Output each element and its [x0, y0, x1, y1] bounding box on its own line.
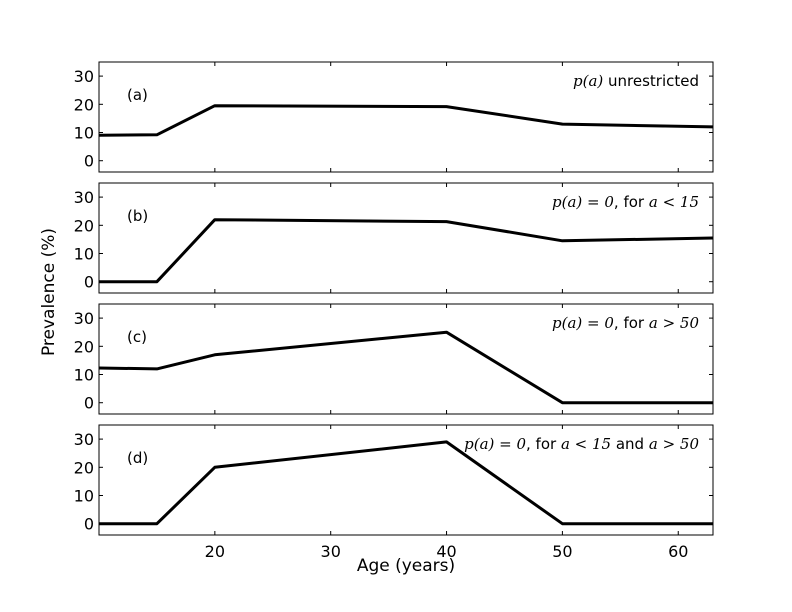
panel-label: (d) [127, 449, 148, 467]
x-tick-label: 30 [321, 542, 341, 561]
y-tick-label: 20 [74, 216, 94, 235]
x-tick-label: 60 [668, 542, 688, 561]
prevalence-line [99, 330, 713, 405]
annotation-math: a < 15 [561, 435, 611, 453]
panel-label: (c) [127, 328, 147, 346]
annotation-text: , for [614, 193, 649, 211]
prevalence-line [99, 104, 713, 137]
y-tick-label: 30 [74, 67, 94, 86]
annotation-math: a < 15 [649, 193, 699, 211]
y-tick-label: 30 [74, 309, 94, 328]
annotation-text: unrestricted [603, 72, 699, 90]
y-tick-label: 10 [74, 245, 94, 264]
panel-frame [98, 424, 714, 536]
x-tick-label: 40 [436, 542, 456, 561]
annotation-math: p(a) = 0 [552, 314, 614, 332]
annotation-text: , for [614, 314, 649, 332]
prevalence-line [99, 440, 713, 526]
y-tick-label: 20 [74, 95, 94, 114]
panel-2: 0 10 20 30 (b) p(a) = 0, for a < 15 [74, 182, 714, 294]
panel-frame [98, 61, 714, 173]
annotation-math: p(a) = 0 [464, 435, 526, 453]
x-tick-label: 20 [205, 542, 225, 561]
y-tick-label: 20 [74, 337, 94, 356]
panel-annotation: p(a) unrestricted [573, 72, 699, 90]
annotation-text: and [611, 435, 649, 453]
y-tick-label: 10 [74, 366, 94, 385]
panel-annotation: p(a) = 0, for a > 50 [552, 314, 699, 332]
y-tick-label: 0 [84, 515, 94, 534]
panel-annotation: p(a) = 0, for a < 15 [552, 193, 699, 211]
y-tick-label: 10 [74, 124, 94, 143]
y-tick-label: 0 [84, 273, 94, 292]
prevalence-line [99, 218, 713, 284]
y-tick-label: 30 [74, 188, 94, 207]
panel-3: 0 10 20 30 (c) p(a) = 0, for a > 50 [74, 303, 714, 415]
panels-layer: 0 10 20 30 (a) p(a) unrestricted 0 10 20 30 (b) p(a… [74, 61, 714, 561]
annotation-math: a > 50 [649, 435, 700, 453]
y-tick-label: 0 [84, 394, 94, 413]
annotation-text: , for [526, 435, 561, 453]
x-tick-label: 50 [552, 542, 572, 561]
panel-label: (b) [127, 207, 148, 225]
annotation-math: a > 50 [649, 314, 700, 332]
annotation-math: p(a) = 0 [552, 193, 614, 211]
panel-frame [98, 303, 714, 415]
y-tick-label: 10 [74, 487, 94, 506]
x-axis-label: Age (years) [357, 556, 455, 576]
panel-annotation: p(a) = 0, for a < 15 and a > 50 [464, 435, 699, 453]
y-tick-label: 20 [74, 458, 94, 477]
panel-1: 0 10 20 30 (a) p(a) unrestricted [74, 61, 714, 173]
y-tick-label: 0 [84, 152, 94, 171]
panel-label: (a) [127, 86, 148, 104]
y-axis-label: Prevalence (%) [39, 228, 59, 356]
y-tick-label: 30 [74, 430, 94, 449]
annotation-math: p(a) [573, 72, 603, 90]
panel-4: 0 10 20 30 20 30 40 50 60 (d) p(a) = 0, for a < 15… [74, 424, 714, 561]
